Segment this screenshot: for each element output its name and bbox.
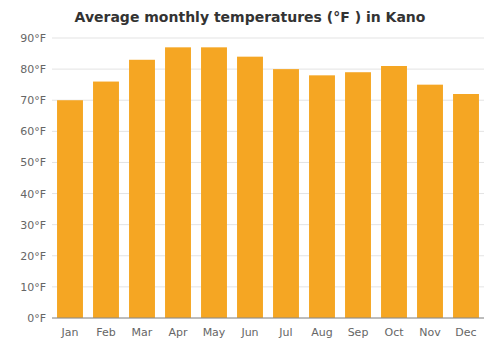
bar bbox=[345, 72, 371, 318]
y-tick-label: 20°F bbox=[20, 250, 46, 263]
y-tick-label: 40°F bbox=[20, 188, 46, 201]
chart-svg: Average monthly temperatures (°F ) in Ka… bbox=[0, 0, 500, 350]
x-tick-label: Dec bbox=[455, 326, 476, 339]
x-tick-label: Sep bbox=[348, 326, 369, 339]
bar bbox=[453, 94, 479, 318]
x-tick-label: Jun bbox=[240, 326, 258, 339]
bar bbox=[93, 82, 119, 318]
x-axis-line bbox=[52, 318, 484, 319]
chart-title: Average monthly temperatures (°F ) in Ka… bbox=[75, 9, 426, 25]
x-tick-label: Apr bbox=[168, 326, 188, 339]
x-axis: Jan Feb Mar Apr May Jun Jul Aug Sep Oct Nov Dec bbox=[52, 318, 484, 339]
y-tick-label: 30°F bbox=[20, 219, 46, 232]
bar bbox=[57, 100, 83, 318]
chart-container: Average monthly temperatures (°F ) in Ka… bbox=[0, 0, 500, 350]
y-grid bbox=[52, 38, 484, 318]
bar bbox=[381, 66, 407, 318]
x-tick-label: Jan bbox=[61, 326, 79, 339]
y-axis: 0°F 10°F 20°F 30°F 40°F 50°F 60°F 70°F 80°F 90°F bbox=[20, 32, 46, 325]
x-tick-label: May bbox=[203, 326, 226, 339]
x-tick-label: Aug bbox=[311, 326, 332, 339]
y-tick-label: 50°F bbox=[20, 156, 46, 169]
y-tick-label: 80°F bbox=[20, 63, 46, 76]
x-tick-label: Feb bbox=[96, 326, 115, 339]
bar bbox=[201, 47, 227, 318]
bar bbox=[417, 85, 443, 318]
grid-line bbox=[52, 69, 484, 70]
y-tick-label: 60°F bbox=[20, 125, 46, 138]
bars bbox=[57, 47, 479, 318]
x-tick-label: Nov bbox=[419, 326, 441, 339]
x-tick-label: Mar bbox=[132, 326, 153, 339]
x-tick-label: Jul bbox=[278, 326, 292, 339]
bar bbox=[129, 60, 155, 318]
y-tick-label: 10°F bbox=[20, 281, 46, 294]
grid-line bbox=[52, 318, 484, 319]
page: Chart html, body { margin: 0; padding: 0… bbox=[0, 0, 500, 350]
y-tick-label: 0°F bbox=[27, 312, 46, 325]
bar bbox=[165, 47, 191, 318]
x-tick-label: Oct bbox=[384, 326, 404, 339]
grid-line bbox=[52, 38, 484, 39]
bar bbox=[237, 57, 263, 318]
bar bbox=[273, 69, 299, 318]
bar bbox=[309, 75, 335, 318]
page-body: {"chart_data": {"type": "bar", "title": … bbox=[0, 0, 500, 350]
y-tick-label: 90°F bbox=[20, 32, 46, 45]
y-tick-label: 70°F bbox=[20, 94, 46, 107]
